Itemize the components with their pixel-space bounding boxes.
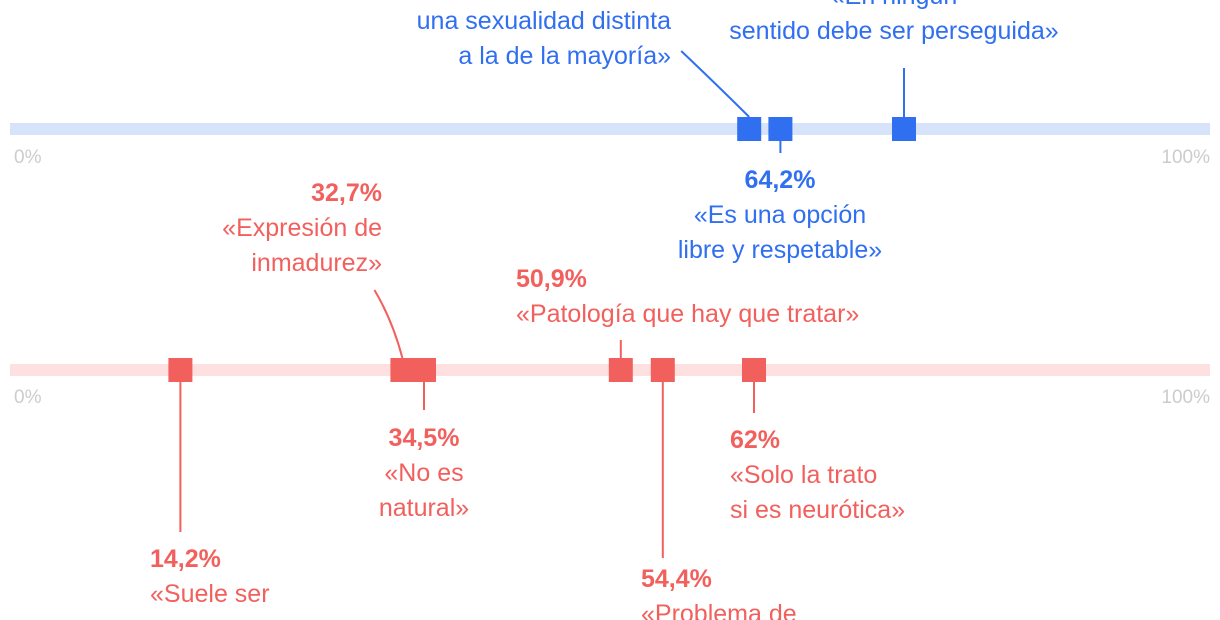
red-annotation-14-line1: «Suele ser [150, 580, 270, 608]
red-annotation-54-line1: «Problema de [641, 600, 797, 620]
blue-axis-min-label: 0% [14, 147, 42, 168]
data-markers [168, 117, 916, 382]
marker-red-1 [168, 358, 193, 382]
blue-annotation-1: una sexualidad distinta a la de la mayor… [417, 4, 671, 74]
red-annotation-34-value: 34,5% [388, 424, 460, 452]
blue-axis-max-label: 100% [1161, 147, 1210, 168]
connector-line-blue-1 [680, 50, 750, 118]
red-axis-min-label: 0% [14, 387, 42, 408]
blue-annotation-2-line2: libre y respetable» [677, 236, 883, 264]
red-annotation-34-line2: natural» [378, 494, 470, 522]
red-annotation-54-value: 54,4% [641, 565, 712, 593]
blue-annotation-3-line2: sentido debe ser perseguida» [729, 17, 1059, 45]
red-annotation-50-value: 50,9% [516, 265, 587, 293]
red-annotation-62-line2: si es neurótica» [730, 496, 906, 524]
red-annotation-14: 14,2% «Suele ser [150, 542, 270, 612]
marker-red-5 [650, 358, 675, 382]
marker-blue-3 [892, 117, 916, 141]
blue-annotation-3: «En ningún sentido debe ser perseguida» [697, 0, 1091, 49]
red-annotation-32-line2: inmadurez» [251, 249, 382, 277]
red-annotation-54: 54,4% «Problema de [641, 562, 797, 620]
blue-annotation-2-line1: «Es una opción [693, 201, 867, 229]
marker-blue-2 [768, 117, 793, 141]
marker-red-2 [390, 358, 415, 382]
marker-blue-1 [737, 117, 762, 141]
marker-red-6 [742, 358, 766, 382]
blue-annotation-3-line1: «En ningún [697, 0, 1091, 14]
connector-lines [179, 50, 905, 558]
marker-red-4 [608, 358, 633, 382]
red-annotation-62: 62% «Solo la trato si es neurótica» [730, 423, 905, 528]
red-annotation-50-line1: «Patología que hay que tratar» [516, 300, 860, 328]
red-annotation-50: 50,9% «Patología que hay que tratar» [516, 262, 859, 332]
blue-annotation-1-line2: a la de la mayoría» [458, 42, 671, 70]
blue-annotation-2-value: 64,2% [744, 166, 816, 194]
blue-annotation-2: 64,2% «Es una opción libre y respetable» [660, 163, 900, 268]
red-annotation-14-value: 14,2% [150, 545, 221, 573]
connector-line-red-2 [373, 289, 404, 359]
red-annotation-62-line1: «Solo la trato [730, 461, 878, 489]
blue-track [10, 123, 1210, 135]
marker-red-3 [412, 358, 436, 382]
red-annotation-32-value: 32,7% [311, 179, 382, 207]
red-annotation-34: 34,5% «No es natural» [334, 421, 514, 526]
red-annotation-62-value: 62% [730, 426, 781, 454]
blue-annotation-1-line1: una sexualidad distinta [416, 7, 671, 35]
red-annotation-34-line1: «No es [384, 459, 464, 487]
red-annotation-32: 32,7% «Expresión de inmadurez» [222, 176, 382, 281]
red-annotation-32-line1: «Expresión de [222, 214, 382, 242]
red-axis-max-label: 100% [1161, 387, 1210, 408]
